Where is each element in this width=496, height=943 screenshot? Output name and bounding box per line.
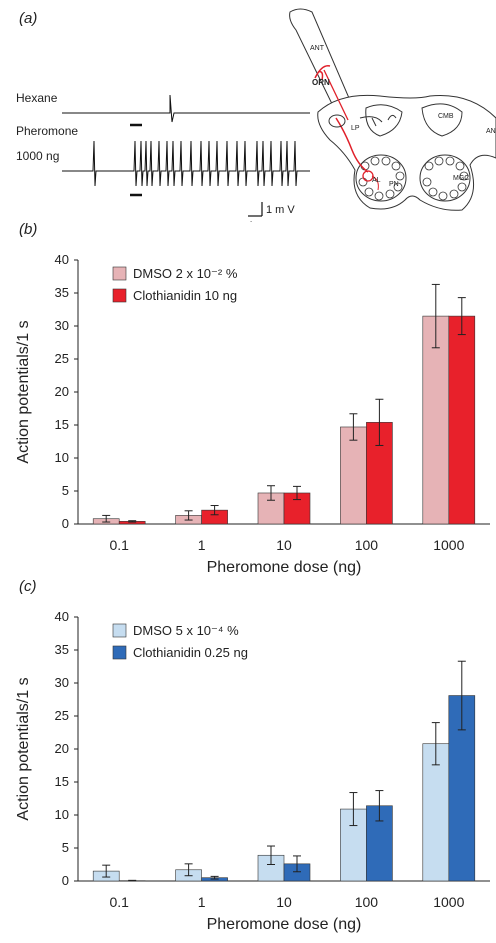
legend-label: DMSO 5 x 10⁻⁴ % [133, 623, 239, 638]
x-axis-title: Pheromone dose (ng) [207, 559, 362, 576]
trace-hexane-label: Hexane [16, 91, 58, 105]
panel-label-a: (a) [19, 10, 38, 27]
y-tick-label: 35 [55, 642, 69, 657]
glomerulus [385, 189, 395, 199]
scale-bar [248, 202, 263, 217]
x-tick-label: 1 [198, 537, 206, 553]
glomerulus [457, 182, 467, 192]
glomerulus [391, 161, 401, 171]
y-tick-label: 0 [62, 516, 69, 531]
panel-a-figure: 1 m V 1 s ANT ORN LP CMB AN AL PN MGC [62, 8, 496, 222]
glomerulus [455, 161, 465, 171]
bar-dmso [422, 743, 450, 882]
legend-swatch [112, 623, 127, 638]
brain-label-orn: ORN [312, 78, 330, 87]
trace-pheromone-label: Pheromone [16, 124, 79, 138]
bar-dmso [340, 426, 367, 525]
glomerulus [428, 187, 438, 197]
legend-label: Clothianidin 10 ng [133, 288, 237, 303]
bar-clothianidin [448, 315, 476, 525]
glomerulus [424, 161, 434, 171]
legend-swatch [112, 645, 127, 660]
x-tick-label: 10 [276, 894, 292, 910]
y-axis-title: Action potentials/1 s [15, 677, 32, 820]
brain-label-al: AL [372, 177, 381, 184]
glomerulus [364, 187, 374, 197]
x-tick-label: 1000 [433, 537, 464, 553]
legend-label: DMSO 2 x 10⁻² % [133, 266, 238, 281]
y-axis-title: Action potentials/1 s [15, 320, 32, 463]
glomeruli-left [358, 156, 405, 201]
brain-label-lp: LP [351, 125, 360, 132]
glomeruli-right [422, 156, 469, 201]
x-tick-label: 1000 [433, 894, 464, 910]
glomerulus [459, 171, 469, 181]
chart-b: 0 5 10 15 20 25 30 35 40 Action potentials/1 s 0.1… [15, 252, 490, 576]
y-tick-label: 20 [55, 741, 69, 756]
legend-swatch [112, 266, 127, 281]
y-tick-label: 30 [55, 675, 69, 690]
y-tick-label: 25 [55, 708, 69, 723]
trace-hexane [62, 94, 310, 123]
glomerulus [395, 171, 405, 181]
glomerulus [449, 189, 459, 199]
x-tick-label: 10 [276, 537, 292, 553]
trace-pheromone-dose-label: 1000 ng [16, 149, 60, 163]
x-tick-label: 1 [198, 894, 206, 910]
panel-label-b: (b) [19, 221, 38, 238]
y-tick-label: 5 [62, 840, 69, 855]
x-tick-label: 100 [355, 894, 379, 910]
x-axis-title: Pheromone dose (ng) [207, 916, 362, 933]
brain-label-pn: PN [389, 181, 399, 188]
glomerulus [422, 177, 432, 187]
y-tick-label: 15 [55, 417, 69, 432]
brain-labels: ANT ORN LP CMB AN AL PN MGC [310, 45, 496, 188]
glomerulus [381, 156, 391, 166]
glomerulus [438, 191, 448, 201]
legend-label: Clothianidin 0.25 ng [133, 645, 248, 660]
glomerulus [370, 156, 380, 166]
y-tick-label: 25 [55, 351, 69, 366]
brain-label-ant: ANT [310, 45, 325, 52]
chart-c: 0 5 10 15 20 25 30 35 40 Action potentials/1 s 0.1… [15, 609, 490, 933]
recording-traces [62, 94, 310, 187]
y-tick-label: 40 [55, 252, 69, 267]
brain-diagram: ANT ORN LP CMB AN AL PN MGC [289, 8, 496, 211]
y-tick-label: 10 [55, 807, 69, 822]
y-tick-label: 10 [55, 450, 69, 465]
glomerulus [393, 182, 403, 192]
panel-label-c: (c) [19, 578, 37, 595]
glomerulus [445, 156, 455, 166]
brain-label-cmb: CMB [438, 113, 454, 120]
y-tick-label: 35 [55, 285, 69, 300]
glomerulus [374, 191, 384, 201]
y-tick-label: 30 [55, 318, 69, 333]
y-tick-label: 20 [55, 384, 69, 399]
y-tick-label: 5 [62, 483, 69, 498]
glomerulus [358, 177, 368, 187]
x-tick-label: 100 [355, 537, 379, 553]
legend-swatch [112, 288, 127, 303]
y-tick-label: 0 [62, 873, 69, 888]
scale-voltage-label: 1 m V [266, 204, 295, 216]
y-tick-label: 15 [55, 774, 69, 789]
brain-label-mgc: MGC [453, 175, 469, 182]
y-tick-label: 40 [55, 609, 69, 624]
brain-label-an: AN [486, 128, 496, 135]
glomerulus [434, 156, 444, 166]
x-tick-label: 0.1 [109, 894, 129, 910]
trace-pheromone [62, 140, 310, 187]
scale-time-label: 1 s [248, 220, 263, 222]
x-tick-label: 0.1 [109, 537, 129, 553]
